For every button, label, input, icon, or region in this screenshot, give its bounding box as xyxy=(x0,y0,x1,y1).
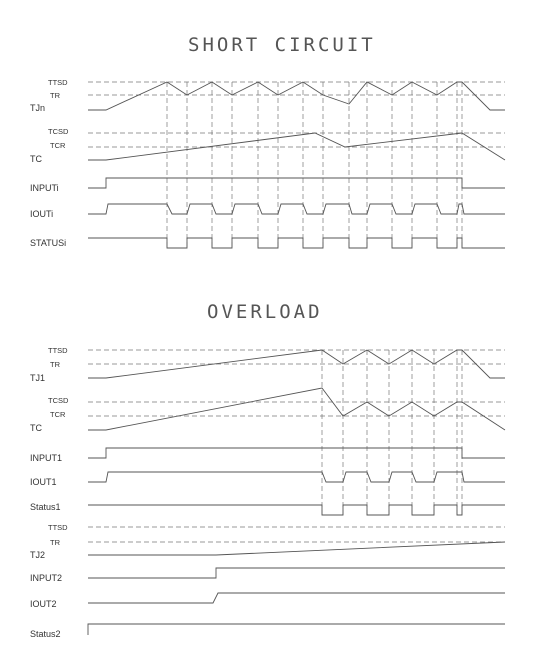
sc-status-waveform xyxy=(88,237,505,249)
ol-iout1-waveform xyxy=(88,471,505,483)
sc-label-tr: TR xyxy=(50,91,61,100)
ol-status1-waveform xyxy=(88,504,505,516)
ol-label-tj1: TJ1 xyxy=(30,373,45,383)
sc-label-input: INPUTi xyxy=(30,183,59,193)
sc-label-status: STATUSi xyxy=(30,238,66,248)
ol-label-iout2: IOUT2 xyxy=(30,599,57,609)
ol-label-tcsd: TCSD xyxy=(48,396,69,405)
ol-label-input2: INPUT2 xyxy=(30,573,62,583)
sc-tc-waveform xyxy=(88,132,506,161)
ol-label-tcr: TCR xyxy=(50,410,66,419)
ol-status2-waveform xyxy=(87,623,505,635)
sc-label-tcsd: TCSD xyxy=(48,127,69,136)
short-circuit-title: SHORT CIRCUIT xyxy=(188,34,376,56)
ol-label-input1: INPUT1 xyxy=(30,453,62,463)
sc-label-tc: TC xyxy=(30,154,42,164)
ol-tj2-waveform xyxy=(88,541,506,556)
ol-label-tj2: TJ2 xyxy=(30,550,45,560)
ol-label-tr: TR xyxy=(50,360,61,369)
ol-input1-waveform xyxy=(88,447,505,459)
ol-tc-waveform xyxy=(88,387,506,431)
sc-label-iout: IOUTi xyxy=(30,209,53,219)
sc-label-tjn: TJn xyxy=(30,103,45,113)
ol-vertical-guides xyxy=(321,350,463,515)
sc-iout-waveform xyxy=(88,203,505,215)
ol-label-tr2: TR xyxy=(50,538,61,547)
ol-tj1-waveform xyxy=(88,349,505,379)
sc-input-waveform xyxy=(88,177,505,189)
overload-title: OVERLOAD xyxy=(207,301,323,323)
sc-vertical-guides xyxy=(166,82,463,248)
ol-iout2-waveform xyxy=(88,592,505,604)
sc-label-ttsd: TTSD xyxy=(48,78,68,87)
ol-label-tc: TC xyxy=(30,423,42,433)
ol-label-ttsd2: TTSD xyxy=(48,523,68,532)
ol-label-status1: Status1 xyxy=(30,502,61,512)
ol-label-iout1: IOUT1 xyxy=(30,477,57,487)
ol-input2-waveform xyxy=(88,567,505,579)
ol-label-status2: Status2 xyxy=(30,629,61,639)
ol-label-ttsd: TTSD xyxy=(48,346,68,355)
sc-label-tcr: TCR xyxy=(50,141,66,150)
sc-tjn-waveform xyxy=(88,81,505,111)
